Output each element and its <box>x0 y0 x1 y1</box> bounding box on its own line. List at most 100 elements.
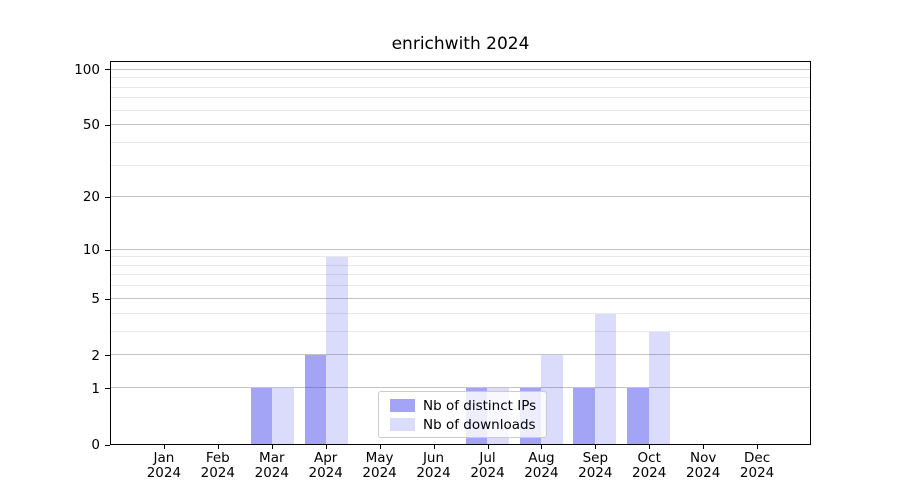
gridline-minor-30 <box>111 164 810 166</box>
gridline-major-5 <box>111 297 810 299</box>
x-tick-month-aug: Aug <box>528 450 555 466</box>
x-tick-year-apr: 2024 <box>308 465 343 481</box>
x-tick-year-jun: 2024 <box>416 465 451 481</box>
gridline-major-20 <box>111 196 810 198</box>
bar-sep-distinct-ips <box>573 387 595 444</box>
x-tick-month-oct: Oct <box>637 450 661 466</box>
x-tick-jul <box>487 445 489 449</box>
y-tick-label-50: 50 <box>82 117 100 134</box>
gridline-minor-4 <box>111 312 810 314</box>
x-tick-month-mar: Mar <box>259 450 285 466</box>
x-tick-label-may: May 2024 <box>350 451 410 481</box>
bar-oct-downloads <box>648 331 671 444</box>
x-tick-label-mar: Mar 2024 <box>242 451 302 481</box>
x-tick-month-jul: Jul <box>479 450 496 466</box>
x-tick-dec <box>757 445 759 449</box>
x-tick-oct <box>649 445 651 449</box>
x-tick-year-feb: 2024 <box>200 465 235 481</box>
y-tick-label-100: 100 <box>74 61 100 78</box>
bar-apr-downloads <box>326 257 348 444</box>
y-tick-0 <box>105 444 110 446</box>
gridline-minor-8 <box>111 264 810 266</box>
x-tick-mar <box>271 445 273 449</box>
plot-area <box>110 61 811 445</box>
x-tick-year-jan: 2024 <box>146 465 182 481</box>
y-tick-50 <box>105 124 110 126</box>
bar-oct-distinct-ips <box>627 387 649 444</box>
x-tick-year-aug: 2024 <box>524 465 559 481</box>
y-tick-100 <box>105 69 110 71</box>
gridline-minor-9 <box>111 256 810 258</box>
x-tick-month-may: May <box>365 450 394 466</box>
legend-swatch-downloads <box>390 418 415 431</box>
y-tick-label-2: 2 <box>91 347 100 364</box>
gridline-major-50 <box>111 124 810 126</box>
x-tick-apr <box>325 445 327 449</box>
gridline-major-1 <box>111 386 810 388</box>
legend: Nb of distinct IPs Nb of downloads <box>378 391 547 438</box>
y-tick-label-0: 0 <box>91 437 100 453</box>
x-tick-label-feb: Feb 2024 <box>188 451 248 481</box>
y-tick-20 <box>105 196 110 198</box>
bar-mar-downloads <box>272 387 294 444</box>
x-tick-year-may: 2024 <box>362 465 397 481</box>
gridline-minor-40 <box>111 141 810 143</box>
x-tick-label-jul: Jul 2024 <box>458 451 518 481</box>
x-tick-label-oct: Oct 2024 <box>619 451 679 481</box>
x-tick-jan <box>163 445 165 449</box>
chart-title: enrichwith 2024 <box>391 34 530 54</box>
x-tick-label-jan: Jan 2024 <box>134 451 194 481</box>
x-tick-label-dec: Dec 2024 <box>727 451 787 481</box>
x-tick-year-sep: 2024 <box>578 465 613 481</box>
x-tick-jun <box>433 445 435 449</box>
y-tick-2 <box>105 355 110 357</box>
gridline-minor-70 <box>111 97 810 99</box>
x-tick-label-nov: Nov 2024 <box>673 451 733 481</box>
bar-mar-distinct-ips <box>250 387 273 444</box>
gridline-minor-7 <box>111 274 810 276</box>
legend-item-downloads: Nb of downloads <box>390 416 538 433</box>
gridline-major-100 <box>111 68 810 70</box>
x-tick-year-jul: 2024 <box>470 465 505 481</box>
y-tick-5 <box>105 298 110 300</box>
x-tick-label-apr: Apr 2024 <box>296 451 356 481</box>
legend-swatch-distinct-ips <box>390 399 415 412</box>
y-tick-10 <box>105 249 110 251</box>
x-tick-year-nov: 2024 <box>686 465 721 481</box>
x-tick-nov <box>703 445 705 449</box>
gridline-minor-3 <box>111 330 810 332</box>
x-tick-label-sep: Sep 2024 <box>565 451 625 481</box>
y-tick-label-1: 1 <box>91 380 100 397</box>
bar-sep-downloads <box>594 313 617 444</box>
legend-label-downloads: Nb of downloads <box>423 416 536 433</box>
y-tick-1 <box>105 388 110 390</box>
legend-item-distinct-ips: Nb of distinct IPs <box>390 397 538 414</box>
gridline-major-10 <box>111 248 810 250</box>
x-tick-month-dec: Dec <box>744 450 771 466</box>
y-tick-label-20: 20 <box>82 189 100 206</box>
gridline-minor-90 <box>111 77 810 79</box>
x-tick-month-jun: Jun <box>422 450 445 466</box>
legend-label-distinct-ips: Nb of distinct IPs <box>423 397 537 414</box>
y-tick-label-5: 5 <box>91 291 100 308</box>
x-tick-month-apr: Apr <box>314 450 338 466</box>
x-tick-aug <box>541 445 543 449</box>
gridline-minor-6 <box>111 285 810 287</box>
x-tick-label-aug: Aug 2024 <box>511 451 571 481</box>
x-tick-month-sep: Sep <box>582 450 609 466</box>
x-tick-year-dec: 2024 <box>739 465 775 481</box>
x-tick-month-feb: Feb <box>205 450 230 466</box>
gridline-major-2 <box>111 353 810 355</box>
bar-apr-distinct-ips <box>304 354 327 444</box>
x-tick-feb <box>217 445 219 449</box>
x-tick-month-jan: Jan <box>153 450 175 466</box>
x-tick-month-nov: Nov <box>690 450 717 466</box>
x-tick-year-oct: 2024 <box>632 465 667 481</box>
x-tick-label-jun: Jun 2024 <box>404 451 464 481</box>
x-tick-may <box>379 445 381 449</box>
y-tick-label-10: 10 <box>82 242 100 258</box>
x-tick-sep <box>595 445 597 449</box>
gridline-minor-80 <box>111 86 810 88</box>
x-tick-year-mar: 2024 <box>254 465 289 481</box>
